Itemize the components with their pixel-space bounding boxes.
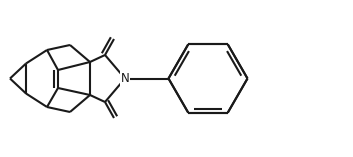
Text: N: N bbox=[121, 72, 130, 85]
